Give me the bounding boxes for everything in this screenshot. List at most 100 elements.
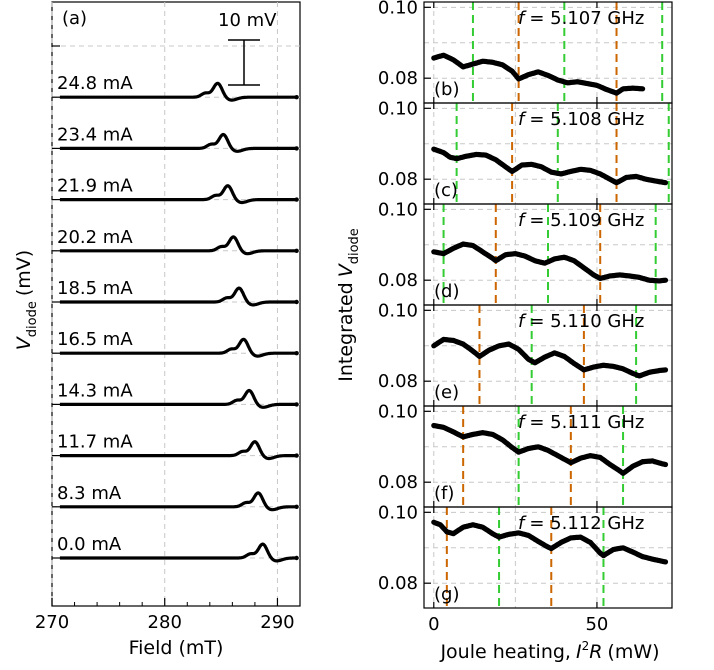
frequency-value: = 5.111 GHz [529, 412, 644, 433]
panel-a-ylabel-unit: (mV) [13, 250, 35, 296]
panel-a-trace [58, 491, 298, 512]
panel-a-ticks: 270 280 290 [35, 45, 295, 633]
panel-label: (f) [434, 483, 454, 504]
panel-a-traces: 0.0 mA 8.3 mA 11.7 mA 14.3 mA 16.5 mA 18.5 mA… [57, 73, 299, 563]
right-xlabel-main: Joule heating, [439, 641, 571, 663]
ytick-label: 0.08 [378, 472, 418, 493]
scale-bar: 10 mV [218, 10, 277, 86]
right-xtick-label: 50 [585, 614, 608, 635]
panel-label: (c) [434, 180, 458, 201]
panel-b: 0.08 0.10 (b) f = 5.107 GHz [378, 0, 673, 104]
frequency-label: f = 5.109 GHz [518, 210, 644, 231]
panel-label: (g) [434, 584, 459, 605]
panel-a-current-label: 24.8 mA [57, 73, 133, 94]
panel-a-trace-end [294, 146, 299, 151]
ytick-label: 0.10 [378, 199, 418, 220]
panel-a-xtick-label: 290 [260, 612, 294, 633]
panel-c: 0.08 0.10 (c) f = 5.108 GHz [378, 98, 673, 205]
ytick-label: 0.08 [378, 573, 418, 594]
frequency-symbol: f [518, 412, 527, 433]
panel-a-trace [58, 440, 298, 461]
data-point [662, 461, 669, 468]
panel-a-ylabel-sub: diode [25, 301, 40, 337]
panel-a-trace-end [294, 197, 299, 202]
panel-a: 0.0 mA 8.3 mA 11.7 mA 14.3 mA 16.5 mA 18.5 mA… [13, 1, 301, 659]
right-ylabel-sub: diode [347, 228, 362, 264]
panel-a-trace-end [294, 299, 299, 305]
data-point [640, 86, 646, 92]
frequency-value: = 5.109 GHz [529, 210, 644, 231]
panel-d: 0.08 0.10 (d) f = 5.109 GHz [378, 199, 673, 306]
panel-a-trace-end [294, 95, 299, 100]
panel-a-current-label: 18.5 mA [57, 278, 133, 299]
right-xlabel-i: I [576, 641, 582, 663]
panel-a-trace [58, 81, 298, 102]
right-xlabel-r: R [589, 641, 602, 663]
frequency-value: = 5.112 GHz [529, 513, 644, 534]
panel-a-trace-end [294, 555, 299, 561]
right-ylabel-main: Integrated [335, 282, 357, 382]
frequency-symbol: f [518, 210, 527, 231]
right-ylabel-v: V [335, 262, 357, 277]
data-point [662, 559, 669, 565]
panel-a-trace [58, 184, 298, 205]
frequency-label: f = 5.110 GHz [518, 311, 644, 332]
panel-a-xtick-label: 280 [148, 612, 182, 633]
panel-a-trace-end [294, 504, 299, 509]
data-point [662, 367, 669, 373]
panel-a-xlabel: Field (mT) [129, 637, 224, 659]
panel-label: (b) [434, 79, 459, 100]
right-xlabel: Joule heating, I2R (mW) [439, 639, 659, 663]
panel-a-trace [58, 542, 298, 563]
frequency-symbol: f [518, 8, 527, 29]
panel-label: (e) [434, 382, 459, 403]
right-ylabel: Integrated Vdiode [335, 228, 362, 382]
frequency-symbol: f [518, 513, 527, 534]
frequency-symbol: f [518, 109, 527, 130]
panel-a-trace [58, 132, 298, 153]
panel-a-trace [58, 286, 298, 307]
frequency-value: = 5.107 GHz [529, 8, 644, 29]
panel-a-current-label: 21.9 mA [57, 176, 133, 197]
panel-a-grid [51, 2, 300, 606]
ytick-label: 0.10 [378, 502, 418, 523]
frequency-label: f = 5.111 GHz [518, 412, 644, 433]
frequency-label: f = 5.112 GHz [518, 513, 644, 534]
panel-label: (d) [434, 281, 459, 302]
right-xtick-label: 0 [428, 614, 439, 635]
ytick-label: 0.10 [378, 300, 418, 321]
panel-a-current-label: 23.4 mA [57, 124, 133, 145]
frequency-symbol: f [518, 311, 527, 332]
panel-a-trace-end [294, 248, 299, 253]
panel-a-current-label: 11.7 mA [57, 432, 133, 453]
frequency-value: = 5.108 GHz [529, 109, 644, 130]
scale-bar-label: 10 mV [218, 10, 277, 31]
panel-a-label: (a) [62, 8, 87, 29]
right-xlabel-sup: 2 [582, 639, 590, 653]
panel-a-trace [58, 388, 298, 409]
panel-f: 0.08 0.10 (f) f = 5.111 GHz [378, 401, 673, 508]
data-point [662, 277, 669, 283]
panel-a-trace-end [294, 453, 299, 458]
ytick-label: 0.10 [378, 98, 418, 119]
panel-a-xtick-label: 270 [35, 612, 69, 633]
data-point [662, 180, 669, 186]
ytick-label: 0.10 [378, 0, 418, 18]
frequency-label: f = 5.107 GHz [518, 8, 644, 29]
ytick-label: 0.08 [378, 68, 418, 89]
frequency-label: f = 5.108 GHz [518, 109, 644, 130]
panel-a-current-label: 8.3 mA [57, 483, 122, 504]
panel-a-trace-end [294, 402, 299, 407]
frequency-value: = 5.110 GHz [529, 311, 644, 332]
right-xlabel-unit: (mW) [607, 641, 659, 663]
panel-frame [423, 506, 673, 609]
panel-a-trace [58, 337, 298, 358]
ytick-label: 0.08 [378, 371, 418, 392]
panel-a-ylabel-v: V [13, 335, 35, 350]
ytick-label: 0.08 [378, 270, 418, 291]
ytick-label: 0.08 [378, 169, 418, 190]
panel-a-current-label: 16.5 mA [57, 329, 133, 350]
